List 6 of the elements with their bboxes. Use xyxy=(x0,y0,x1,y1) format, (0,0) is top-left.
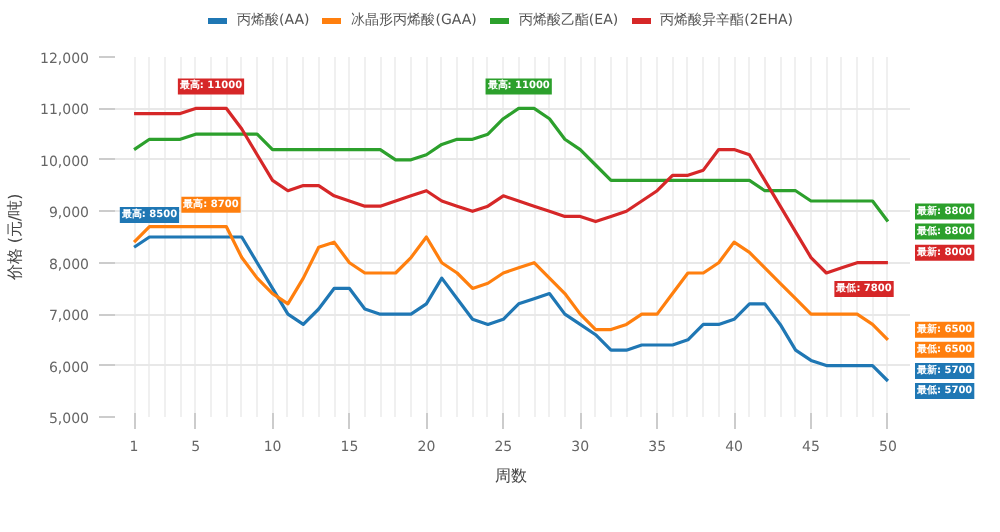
line-series xyxy=(132,225,890,342)
x-axis-title: 周数 xyxy=(495,467,527,485)
y-axis-title: 价格 (元/吨) xyxy=(6,193,25,283)
line-series xyxy=(132,106,890,224)
line-series xyxy=(132,235,890,383)
line-series xyxy=(132,106,890,275)
